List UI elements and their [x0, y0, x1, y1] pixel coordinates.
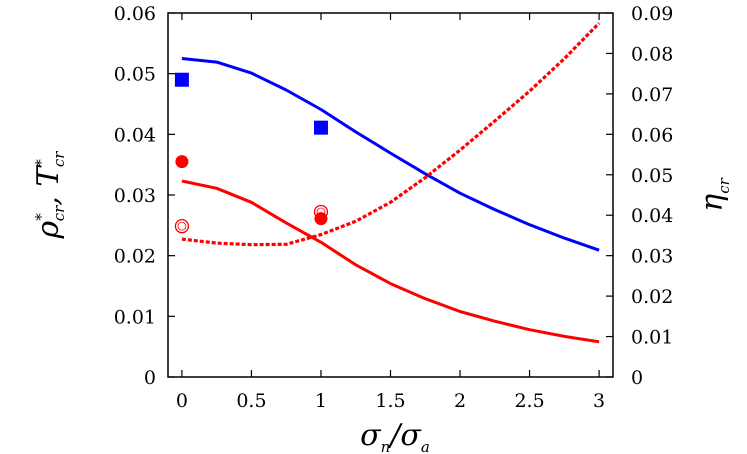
y-right-tick-label: 0 — [631, 367, 643, 389]
y-left-tick-label: 0.05 — [114, 64, 156, 86]
y-axis-right-label: ηcr — [695, 177, 733, 211]
y-right-tick-label: 0.06 — [631, 124, 673, 146]
y-right-tick-label: 0.05 — [631, 165, 673, 187]
plot-frame — [167, 12, 614, 378]
open-circle-marker — [174, 218, 190, 234]
y-left-tick-label: 0.01 — [114, 306, 156, 328]
series-layer — [174, 21, 601, 344]
y-right-tick-label: 0.09 — [631, 3, 673, 25]
y-axis-left-label: ρ*cr, T*cr — [31, 151, 68, 240]
ticks: 0 0.5 1 1.5 2 2.5 3 0 0.01 0.02 0.03 0.04 0.05 0.06 0 0… — [114, 3, 674, 412]
x-tick-label: 0.5 — [236, 390, 266, 412]
y-right-tick-label: 0.01 — [631, 327, 673, 349]
y-right-tick-label: 0.07 — [631, 84, 673, 106]
y-left-tick-label: 0.06 — [114, 3, 156, 25]
x-tick-label: 3 — [593, 390, 605, 412]
y-right-tick-label: 0.08 — [631, 43, 673, 65]
y-left-tick-label: 0.02 — [114, 246, 156, 268]
y-left-tick-label: 0 — [144, 367, 156, 389]
series-line-1 — [181, 179, 600, 344]
x-tick-label: 2.5 — [514, 390, 544, 412]
square-marker — [313, 120, 328, 135]
x-tick-label: 1.5 — [375, 390, 405, 412]
y-left-tick-label: 0.04 — [114, 124, 156, 146]
x-tick-label: 0 — [176, 390, 188, 412]
x-axis-label: σn/σa — [360, 418, 430, 454]
open-circle-marker-inner — [177, 221, 187, 231]
open-circle-marker-inner — [316, 207, 326, 217]
square-marker — [174, 72, 189, 87]
series-line-0 — [181, 57, 600, 252]
filled-circle-marker — [175, 155, 189, 169]
y-right-tick-label: 0.04 — [631, 205, 673, 227]
open-circle-marker — [313, 204, 329, 220]
y-left-tick-label: 0.03 — [114, 185, 156, 207]
y-right-tick-label: 0.02 — [631, 286, 673, 308]
y-right-tick-label: 0.03 — [631, 246, 673, 268]
x-tick-label: 2 — [454, 390, 466, 412]
series-line-2 — [181, 21, 601, 247]
x-tick-label: 1 — [315, 390, 327, 412]
